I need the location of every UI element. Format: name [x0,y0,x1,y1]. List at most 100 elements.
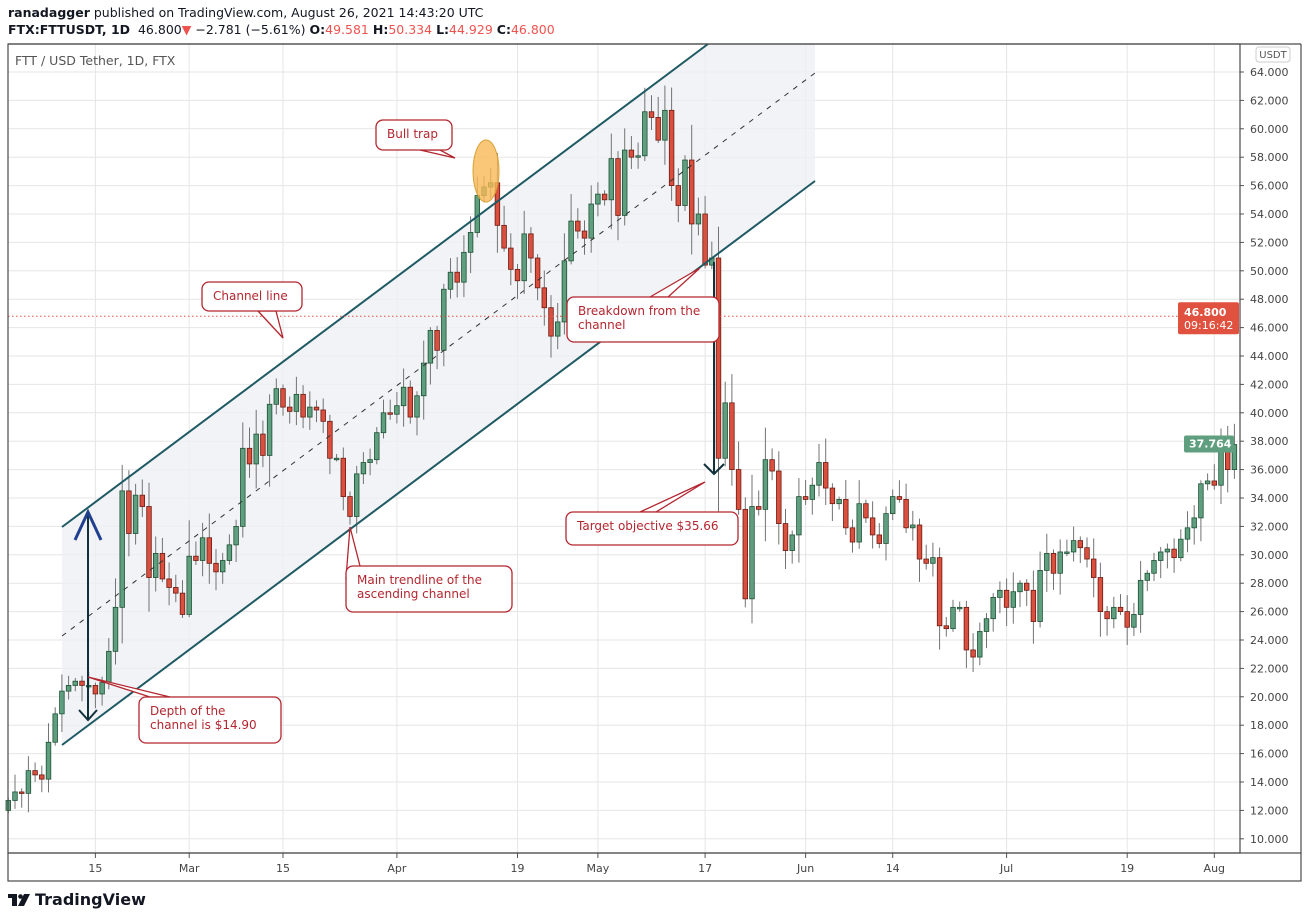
candle [756,490,762,516]
callout-text: Bull trap [387,127,438,141]
candle-body-down [320,409,326,422]
candle [1131,602,1137,636]
candle-body-up [1191,517,1197,529]
candle-body-up [1204,480,1211,485]
candle-body-down [434,330,440,351]
candle [722,381,728,467]
y-tick-label: 46.000 [1250,322,1289,335]
tradingview-logo[interactable]: TradingView [8,890,146,909]
y-tick-label: 38.000 [1250,435,1289,448]
channel-shading [62,44,815,745]
candle-body-down [863,503,869,519]
bull-trap-highlight [472,139,500,203]
candle [1104,606,1110,636]
candle [126,470,132,557]
candle [286,396,293,424]
candle [923,544,929,570]
candle [1070,526,1077,562]
candle [762,427,769,542]
candle [695,197,702,236]
candle [25,756,32,813]
down-triangle-icon: ▼ [181,22,192,37]
publisher[interactable]: ranadagger [8,5,90,20]
candle [869,501,876,549]
candle-body-up [635,155,641,158]
candle-body-down [916,524,923,560]
candle-body-down [742,508,748,600]
candle-body-up [588,203,594,239]
open-value: 49.581 [325,22,369,37]
candle-body-up [856,503,862,543]
candle [380,399,387,439]
candle [146,482,152,612]
y-tick-label: 16.000 [1250,748,1289,761]
candle-body-down [782,523,789,551]
candle [166,562,172,606]
x-tick-label: Mar [179,862,200,875]
candle-body-down [32,770,38,776]
publish-info: ranadagger published on TradingView.com,… [8,5,483,20]
callout-text: ascending channel [357,587,470,601]
candle [863,499,869,523]
callout-channel-line: Channel line [201,281,303,339]
candle-body-up [1017,582,1023,593]
candle [689,124,695,255]
candle-body-down [173,587,179,594]
candle [776,451,782,545]
channel-midline [61,72,816,637]
candle-body-down [869,517,876,536]
candle-body-up [25,770,32,794]
candle [353,465,360,534]
candle-body-up [836,499,842,505]
low-value: 44.929 [449,22,493,37]
candle-body-down [575,220,581,232]
candle [367,448,373,476]
candle [333,453,340,462]
candle-body-down [1084,547,1090,560]
candle [990,593,996,632]
candle-body-up [293,393,300,412]
candle-body-down [876,534,882,544]
candle-body-down [1030,589,1037,622]
candle-body-down [260,433,266,456]
candle [266,394,273,487]
candle-body-up [119,490,125,608]
candle-body-up [12,791,18,801]
candle [360,452,367,485]
candle-body-up [1064,551,1070,554]
candle [313,400,320,423]
close-value: 46.800 [510,22,555,37]
candle [1124,595,1130,646]
candle [1030,570,1037,644]
candle [186,520,192,618]
arrow-down-icon [78,709,98,722]
candle [1198,480,1204,542]
last-price-badge [1184,435,1234,453]
candle [836,496,842,510]
candle [601,190,608,206]
y-tick-label: 26.000 [1250,606,1289,619]
candle [273,378,279,415]
candle-body-down [18,791,25,794]
candle-body-up [1178,538,1184,559]
candle-body-down [340,457,346,497]
candle-body-down [615,158,621,216]
candle-body-up [219,560,226,573]
candle-body-up [414,395,420,418]
candle-body-down [702,213,708,266]
y-tick-label: 40.000 [1250,407,1289,420]
candle-body-down [454,271,460,283]
candle [977,622,983,666]
candle-body-up [45,741,52,780]
channel-upper-line [61,43,709,528]
candle-body-up [555,321,561,337]
candle-body-down [1050,552,1057,574]
candle-body-down [1091,558,1097,578]
candle [668,87,675,201]
candle-body-down [1211,480,1217,486]
candle-body-down [601,193,608,201]
candle [802,480,809,505]
candle-body-down [689,159,695,225]
candle [555,302,561,350]
